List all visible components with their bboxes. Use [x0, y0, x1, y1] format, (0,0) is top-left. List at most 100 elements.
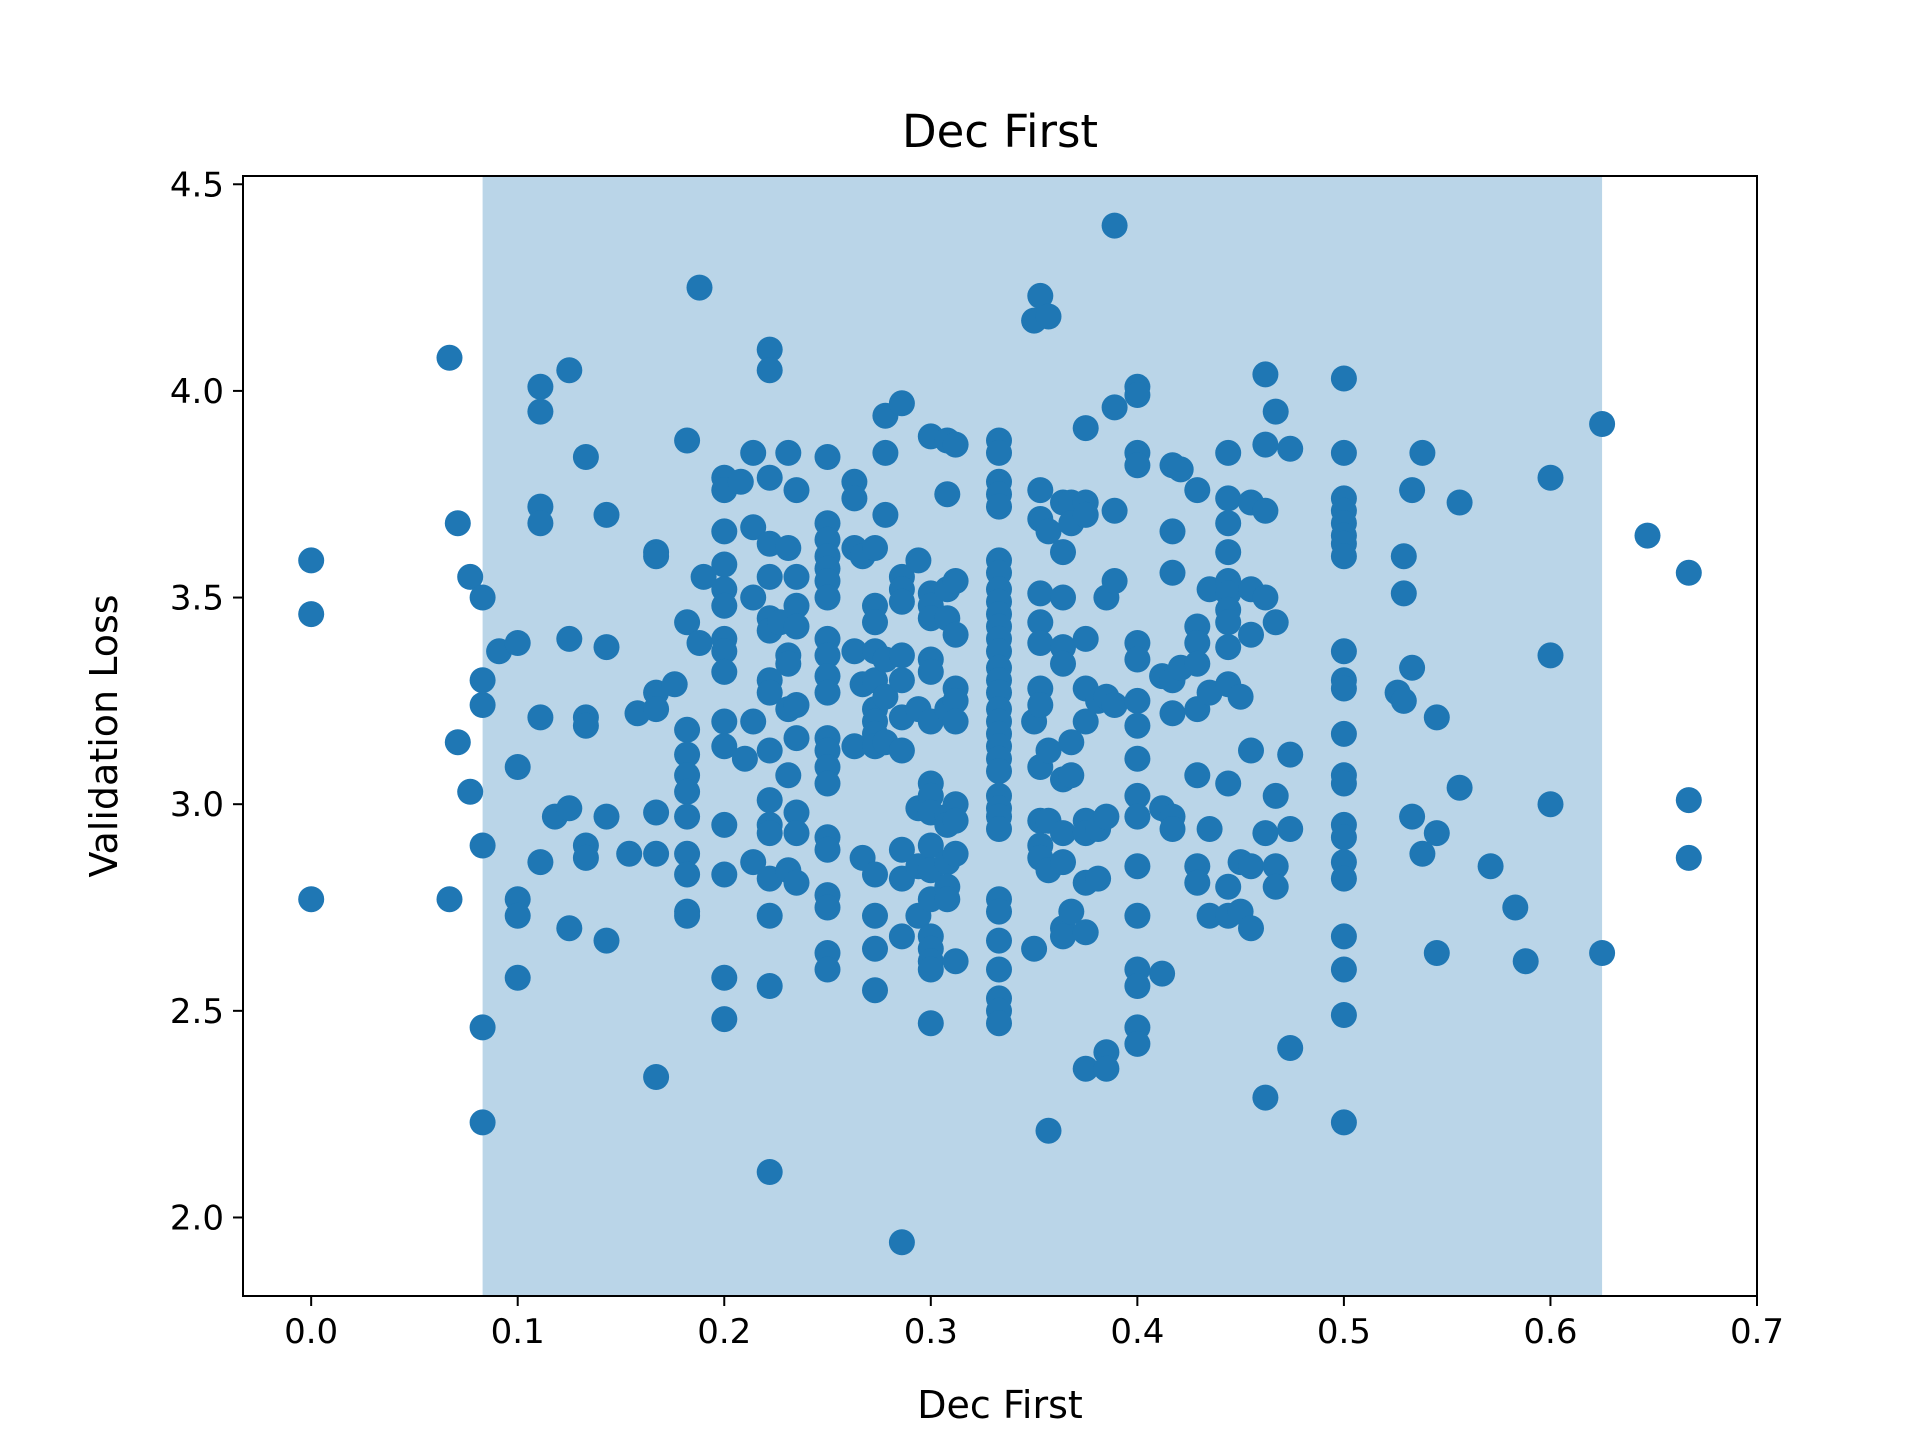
data-point [1423, 704, 1450, 731]
data-point [986, 758, 1012, 785]
data-point [1215, 539, 1242, 566]
data-point [593, 927, 620, 954]
data-point [1124, 382, 1151, 408]
data-point [942, 948, 969, 975]
data-point [756, 336, 783, 363]
data-point [1124, 782, 1151, 809]
data-point [556, 915, 583, 942]
data-point [1072, 919, 1099, 946]
data-point [1124, 452, 1151, 479]
data-point [686, 274, 713, 301]
data-point [986, 493, 1012, 520]
data-point [783, 692, 810, 718]
data-point [942, 840, 969, 867]
data-point [711, 638, 738, 665]
data-point [756, 973, 783, 999]
data-point [1050, 923, 1076, 950]
data-point [1330, 824, 1357, 851]
data-point [444, 729, 471, 756]
data-point [1252, 820, 1279, 847]
data-point [1262, 853, 1289, 880]
data-point [1027, 609, 1054, 636]
data-point [888, 737, 915, 764]
data-point [1330, 770, 1357, 797]
data-point [1035, 518, 1062, 545]
data-point [814, 584, 841, 611]
data-point [1124, 853, 1151, 880]
data-point [674, 861, 701, 888]
data-point [643, 696, 670, 723]
data-point [1124, 745, 1151, 772]
data-point [1050, 650, 1076, 677]
data-point [740, 708, 767, 735]
data-point [917, 1010, 944, 1037]
data-point [862, 861, 888, 888]
data-point [1330, 365, 1357, 392]
data-point [1675, 844, 1702, 871]
data-point [711, 861, 738, 888]
data-point [556, 625, 583, 652]
data-point [775, 762, 802, 789]
data-point [841, 733, 868, 760]
y-axis-ticks: 2.0 2.5 3.0 3.5 4.0 4.5 [170, 165, 243, 1238]
data-point [1277, 1035, 1304, 1061]
data-point [917, 956, 944, 983]
data-point [1101, 394, 1128, 421]
x-tick-label: 0.3 [904, 1312, 958, 1352]
data-point [1277, 741, 1304, 768]
data-point [1184, 650, 1211, 677]
data-point [841, 638, 868, 665]
data-point [783, 799, 810, 826]
data-point [1050, 820, 1076, 847]
data-point [1027, 477, 1054, 504]
y-tick-label: 4.0 [170, 372, 224, 412]
data-point [740, 514, 767, 541]
data-point [593, 634, 620, 661]
data-point [814, 894, 841, 921]
data-point [934, 481, 961, 508]
data-point [1399, 803, 1426, 830]
data-point [1124, 712, 1151, 739]
data-point [1215, 485, 1242, 512]
data-point [942, 568, 969, 594]
data-point [1262, 873, 1289, 900]
data-point [1215, 770, 1242, 797]
data-point [1027, 580, 1054, 607]
data-point [444, 510, 471, 537]
x-tick-label: 0.7 [1730, 1312, 1784, 1352]
data-point [862, 609, 888, 636]
data-point [1184, 630, 1211, 656]
data-point [1330, 1109, 1357, 1136]
data-point [1124, 973, 1151, 999]
data-point [775, 439, 802, 466]
data-point [1027, 630, 1054, 656]
data-point [711, 658, 738, 685]
y-axis-label: Validation Loss [82, 594, 126, 877]
x-tick-label: 0.6 [1523, 1312, 1577, 1352]
data-point [1072, 708, 1099, 735]
data-point [1035, 737, 1062, 764]
data-point [814, 956, 841, 983]
data-point [1149, 960, 1176, 987]
data-point [731, 745, 758, 772]
data-point [1409, 439, 1436, 466]
data-point [1589, 411, 1616, 437]
data-point [661, 671, 688, 698]
data-point [527, 373, 554, 400]
data-point [556, 795, 583, 822]
data-point [1330, 923, 1357, 950]
data-point [814, 679, 841, 706]
data-point [783, 592, 810, 619]
data-point [593, 501, 620, 528]
data-point [986, 927, 1012, 954]
data-point [862, 535, 888, 561]
data-point [986, 898, 1012, 925]
data-point [1330, 543, 1357, 570]
data-point [740, 849, 767, 876]
data-point [1477, 853, 1504, 880]
data-point [917, 658, 944, 685]
data-point [593, 803, 620, 830]
data-point [1159, 518, 1186, 545]
data-point [1196, 816, 1223, 842]
data-point [1027, 282, 1054, 309]
